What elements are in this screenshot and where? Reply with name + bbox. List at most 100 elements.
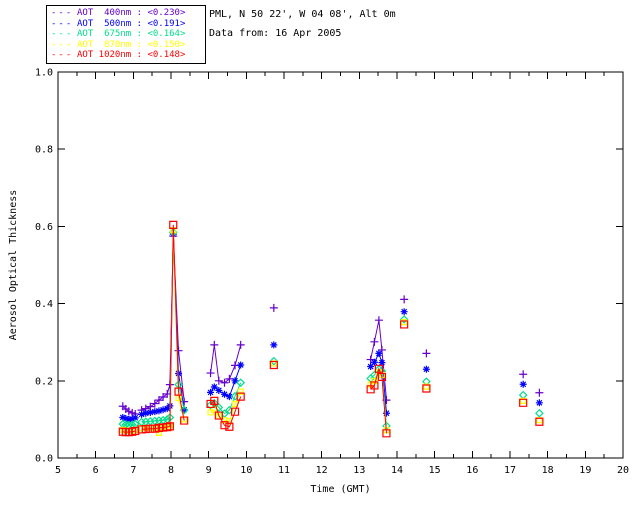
marker-400nm: [163, 389, 172, 398]
marker-500nm: [166, 402, 174, 410]
marker-400nm: [154, 396, 163, 405]
marker-500nm: [138, 410, 146, 418]
x-axis-title: Time (GMT): [310, 484, 370, 495]
x-tick-label: 5: [55, 465, 61, 476]
marker-675nm: [399, 315, 409, 324]
marker-400nm: [124, 407, 133, 416]
marker-400nm: [535, 388, 544, 397]
legend-line-sample: ---: [51, 8, 74, 18]
marker-870nm: [375, 369, 383, 376]
x-tick-label: 12: [316, 465, 328, 476]
marker-1020nm: [230, 407, 240, 416]
marker-870nm: [237, 388, 244, 395]
marker-400nm: [214, 376, 223, 385]
marker-1020nm: [519, 398, 528, 407]
x-tick-label: 8: [168, 465, 174, 476]
x-tick-label: 13: [353, 465, 365, 476]
marker-400nm: [174, 346, 183, 355]
marker-500nm: [225, 393, 233, 401]
marker-500nm: [535, 399, 543, 407]
marker-500nm: [237, 361, 245, 369]
marker-400nm: [220, 378, 229, 387]
legend-label: AOT 1020nm : <0.148>: [77, 50, 186, 61]
legend-item-500nm: --- AOT 500nm : <0.191>: [51, 19, 205, 30]
x-tick-label: 7: [130, 465, 136, 476]
series-line-675nm: [123, 232, 540, 426]
x-tick-label: 11: [278, 465, 290, 476]
marker-400nm: [374, 316, 383, 325]
y-tick-label: 0.6: [35, 222, 53, 233]
marker-1020nm: [206, 399, 215, 409]
marker-1020nm: [236, 392, 245, 401]
x-tick-label: 14: [391, 465, 403, 476]
data-date: Data from: 16 Apr 2005: [209, 28, 342, 39]
marker-1020nm: [269, 360, 278, 370]
marker-1020nm: [225, 422, 234, 431]
marker-400nm: [150, 399, 159, 408]
marker-1020nm: [535, 417, 544, 426]
x-tick-label: 18: [542, 465, 554, 476]
legend-label: AOT 870nm : <0.150>: [77, 39, 186, 50]
legend-item-870nm: --- AOT 870nm : <0.150>: [51, 40, 205, 51]
y-axis-title: Aerosol Optical Thickness: [8, 190, 19, 341]
y-tick-label: 1.0: [35, 68, 53, 79]
aot-legend: --- AOT 400nm : <0.230> --- AOT 500nm : <0.…: [46, 5, 206, 64]
marker-500nm: [270, 341, 278, 349]
legend-line-sample: ---: [51, 18, 74, 29]
legend-item-400nm: --- AOT 400nm : <0.230>: [51, 8, 205, 19]
marker-500nm: [163, 405, 171, 413]
marker-1020nm: [210, 396, 219, 405]
marker-400nm: [400, 295, 409, 304]
marker-500nm: [155, 407, 163, 415]
marker-500nm: [131, 414, 139, 422]
marker-500nm: [400, 308, 408, 316]
series-line-400nm: [123, 236, 540, 414]
marker-675nm: [214, 403, 224, 412]
marker-1020nm: [128, 427, 137, 436]
y-tick-label: 0.2: [35, 376, 53, 387]
marker-400nm: [370, 337, 379, 346]
marker-1020nm: [220, 421, 229, 430]
marker-400nm: [165, 380, 174, 389]
marker-1020nm: [214, 411, 223, 420]
marker-1020nm: [382, 429, 391, 438]
marker-400nm: [159, 393, 168, 402]
legend-item-675nm: --- AOT 675nm : <0.164>: [51, 29, 205, 40]
x-tick-label: 17: [504, 465, 516, 476]
marker-870nm: [231, 400, 239, 408]
marker-1020nm: [366, 385, 375, 394]
y-tick-label: 0.8: [35, 145, 53, 156]
legend-label: AOT 500nm : <0.191>: [77, 18, 186, 29]
marker-675nm: [150, 416, 160, 426]
marker-500nm: [151, 408, 159, 416]
legend-label: AOT 400nm : <0.230>: [77, 8, 186, 18]
marker-400nm: [366, 355, 375, 364]
marker-400nm: [180, 397, 189, 406]
x-tick-label: 15: [429, 465, 441, 476]
marker-870nm: [520, 397, 527, 404]
marker-1020nm: [422, 384, 431, 393]
marker-1020nm: [174, 387, 183, 396]
y-tick-label: 0.4: [35, 299, 53, 310]
marker-500nm: [519, 380, 527, 388]
marker-500nm: [119, 413, 127, 421]
x-tick-label: 6: [93, 465, 99, 476]
marker-400nm: [225, 374, 234, 383]
marker-400nm: [519, 370, 528, 379]
marker-1020nm: [169, 220, 178, 229]
marker-500nm: [422, 365, 430, 373]
marker-500nm: [180, 406, 188, 414]
marker-500nm: [382, 409, 390, 417]
y-tick-label: 0.0: [35, 454, 53, 465]
marker-400nm: [422, 349, 431, 358]
legend-line-sample: ---: [51, 50, 74, 61]
marker-1020nm: [377, 372, 387, 382]
marker-400nm: [236, 340, 245, 349]
marker-500nm: [175, 369, 183, 377]
x-tick-label: 10: [240, 465, 252, 476]
x-tick-label: 9: [206, 465, 212, 476]
marker-500nm: [128, 415, 136, 423]
marker-675nm: [535, 408, 544, 418]
marker-500nm: [122, 415, 130, 423]
x-tick-label: 20: [617, 465, 629, 476]
